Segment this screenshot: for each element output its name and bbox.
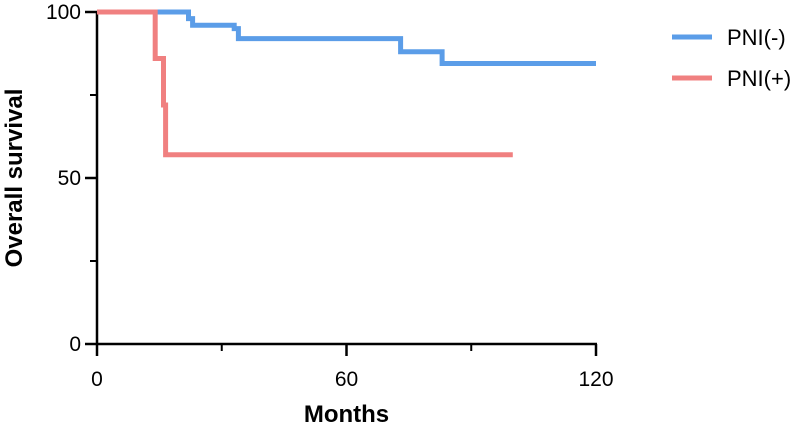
- x-ticks: 0 60 120: [91, 344, 614, 391]
- y-axis-title: Overall survival: [1, 89, 28, 268]
- series-line-1: [97, 9, 513, 158]
- y-ticks: 0 50 100: [46, 1, 97, 356]
- series-group: [97, 9, 596, 158]
- y-tick-label-100: 100: [46, 1, 81, 24]
- legend-label-0: PNI(-): [727, 25, 786, 50]
- legend-label-1: PNI(+): [727, 66, 791, 91]
- legend: PNI(-) PNI(+): [672, 25, 791, 91]
- y-tick-label-50: 50: [58, 167, 81, 190]
- y-tick-label-0: 0: [69, 333, 81, 356]
- x-axis-title: Months: [304, 401, 389, 428]
- x-tick-label-60: 60: [335, 368, 358, 391]
- x-tick-label-120: 120: [578, 368, 613, 391]
- series-line-0: [97, 9, 596, 66]
- x-tick-label-0: 0: [91, 368, 103, 391]
